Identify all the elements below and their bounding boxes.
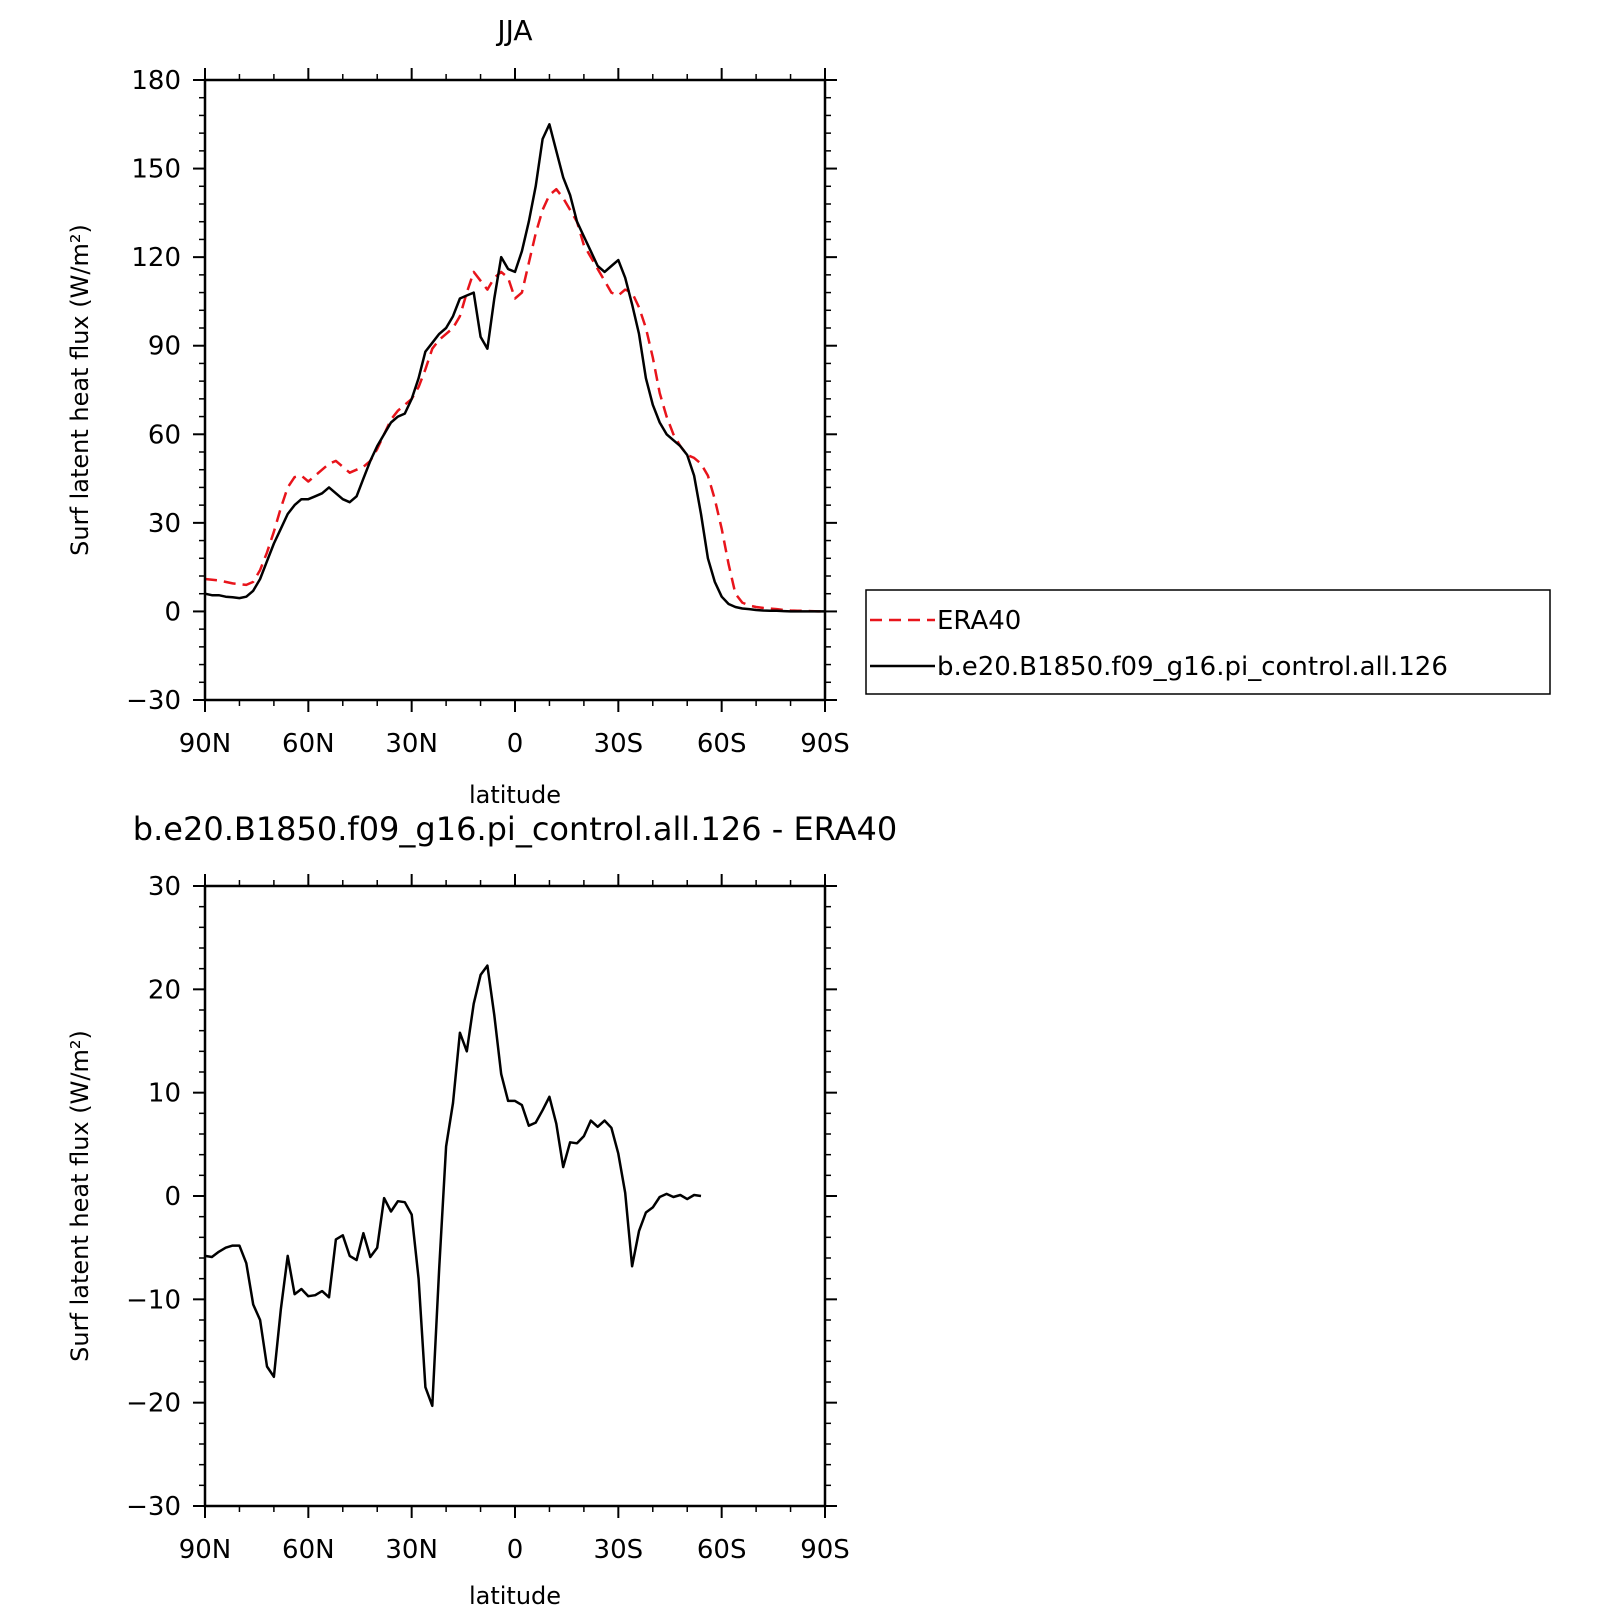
legend: ERA40 b.e20.B1850.f09_g16.pi_control.all… <box>865 589 1551 695</box>
y-tick-label: 60 <box>148 420 181 450</box>
x-tick-label: 60S <box>697 729 747 759</box>
bottom-plot-frame <box>203 884 827 1508</box>
top-plot-frame <box>203 78 827 702</box>
x-tick-label: 60S <box>697 1535 747 1565</box>
series-line-1 <box>204 123 825 613</box>
top-y-axis-label: Surf latent heat flux (W/m²) <box>66 224 94 556</box>
x-tick-label: 60N <box>282 1535 335 1565</box>
y-tick-label: 0 <box>164 1182 181 1212</box>
bottom-chart-title: b.e20.B1850.f09_g16.pi_control.all.126 -… <box>133 810 897 848</box>
y-tick-label: 30 <box>148 509 181 539</box>
bottom-chart-ticks: 90N 60N 30N 0 30S 60S 90S −30 −20 −10 0 10 20 30 <box>126 872 850 1565</box>
y-tick-label: 120 <box>131 243 181 273</box>
y-tick-label: −10 <box>126 1285 181 1315</box>
x-tick-label: 30S <box>594 729 644 759</box>
y-tick-label: 150 <box>131 155 181 185</box>
top-chart-series <box>204 123 825 613</box>
x-tick-label: 30S <box>594 1535 644 1565</box>
legend-label-era40: ERA40 <box>937 606 1021 636</box>
x-tick-label: 90S <box>800 1535 850 1565</box>
x-tick-label: 30N <box>385 729 438 759</box>
top-x-axis-label: latitude <box>469 781 561 809</box>
y-tick-label: −20 <box>126 1389 181 1419</box>
x-tick-label: 60N <box>282 729 335 759</box>
x-tick-label: 90N <box>179 729 232 759</box>
y-tick-label: 90 <box>148 332 181 362</box>
x-tick-label: 90S <box>800 729 850 759</box>
bottom-x-axis-label: latitude <box>469 1582 561 1608</box>
x-tick-label: 0 <box>507 1535 524 1565</box>
y-tick-label: 180 <box>131 66 181 96</box>
bottom-y-axis-label: Surf latent heat flux (W/m²) <box>66 1030 94 1362</box>
bottom-chart-series <box>204 964 702 1408</box>
y-tick-label: 30 <box>148 872 181 902</box>
x-tick-label: 30N <box>385 1535 438 1565</box>
legend-box <box>865 589 1551 695</box>
bottom-chart-panel: b.e20.B1850.f09_g16.pi_control.all.126 -… <box>66 810 897 1608</box>
y-tick-label: −30 <box>126 1492 181 1522</box>
x-tick-label: 90N <box>179 1535 232 1565</box>
y-tick-label: 10 <box>148 1079 181 1109</box>
series-line-0 <box>204 187 825 613</box>
y-tick-label: 20 <box>148 975 181 1005</box>
legend-label-model: b.e20.B1850.f09_g16.pi_control.all.126 <box>937 652 1448 682</box>
y-tick-label: −30 <box>126 686 181 716</box>
top-chart-title: JJA <box>495 14 532 47</box>
x-tick-label: 0 <box>507 729 524 759</box>
series-line-0 <box>204 964 702 1408</box>
top-chart-ticks: 90N 60N 30N 0 30S 60S 90S −30 0 30 60 90 120 150 180 <box>126 66 850 759</box>
y-tick-label: 0 <box>164 597 181 627</box>
top-chart-panel: JJA 90N 60N 30N 0 30S 60S 90S −30 0 30 60 90 120 150 1… <box>66 14 850 809</box>
